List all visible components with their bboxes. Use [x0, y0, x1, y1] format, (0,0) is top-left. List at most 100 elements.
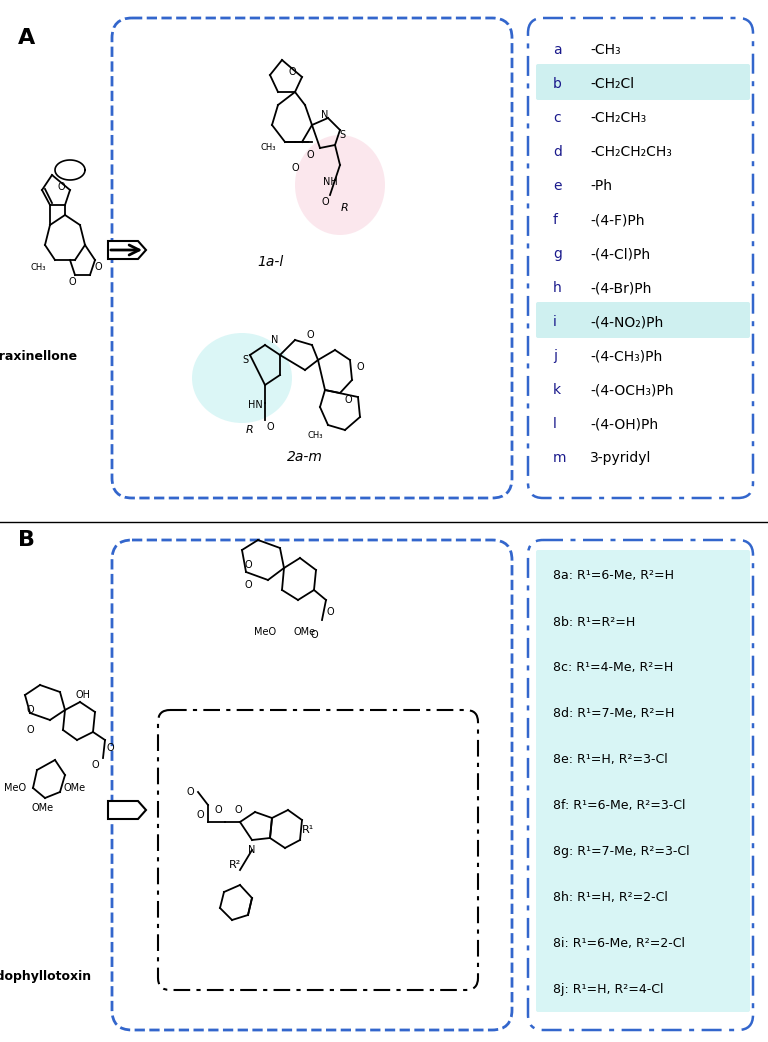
Text: O: O [106, 743, 114, 753]
Text: -(4-Cl)Ph: -(4-Cl)Ph [590, 247, 650, 260]
Text: O: O [291, 163, 299, 173]
FancyBboxPatch shape [536, 780, 750, 828]
FancyBboxPatch shape [536, 642, 750, 690]
Text: 8f: R¹=6-Me, R²=3-Cl: 8f: R¹=6-Me, R²=3-Cl [553, 799, 686, 813]
Text: O: O [186, 787, 194, 797]
Text: O: O [91, 760, 99, 770]
Text: 8e: R¹=H, R²=3-Cl: 8e: R¹=H, R²=3-Cl [553, 753, 667, 767]
Text: O: O [344, 395, 352, 405]
Text: O: O [310, 630, 318, 640]
Text: OMe: OMe [64, 783, 86, 793]
Text: -(4-NO₂)Ph: -(4-NO₂)Ph [590, 315, 664, 329]
Text: 8h: R¹=H, R²=2-Cl: 8h: R¹=H, R²=2-Cl [553, 892, 668, 904]
Text: -Ph: -Ph [590, 179, 612, 193]
Text: 8c: R¹=4-Me, R²=H: 8c: R¹=4-Me, R²=H [553, 662, 674, 674]
Text: MeO: MeO [4, 783, 26, 793]
Text: f: f [553, 213, 558, 227]
FancyArrow shape [108, 241, 146, 259]
FancyBboxPatch shape [536, 964, 750, 1012]
Text: O: O [306, 150, 314, 160]
Text: O: O [26, 725, 34, 735]
Text: 8a: R¹=6-Me, R²=H: 8a: R¹=6-Me, R²=H [553, 570, 674, 582]
Text: -(4-CH₃)Ph: -(4-CH₃)Ph [590, 349, 662, 363]
Text: O: O [68, 277, 76, 287]
Text: -(4-OH)Ph: -(4-OH)Ph [590, 417, 658, 431]
Text: R: R [246, 425, 254, 435]
FancyBboxPatch shape [536, 550, 750, 598]
Text: A: A [18, 28, 35, 48]
Text: S: S [242, 355, 248, 365]
Text: CH₃: CH₃ [30, 263, 46, 272]
Ellipse shape [295, 135, 385, 235]
Text: c: c [553, 111, 561, 125]
Text: R²: R² [229, 860, 241, 870]
Text: OMe: OMe [294, 627, 316, 637]
Text: 8j: R¹=H, R²=4-Cl: 8j: R¹=H, R²=4-Cl [553, 984, 664, 996]
Text: 8g: R¹=7-Me, R²=3-Cl: 8g: R¹=7-Me, R²=3-Cl [553, 845, 690, 859]
Text: O: O [356, 362, 364, 372]
FancyBboxPatch shape [536, 64, 750, 100]
Text: OMe: OMe [32, 803, 54, 813]
FancyBboxPatch shape [536, 918, 750, 966]
Text: MeO: MeO [254, 627, 276, 637]
Text: O: O [306, 330, 314, 340]
Text: j: j [553, 349, 557, 363]
Text: e: e [553, 179, 561, 193]
Text: O: O [94, 262, 102, 272]
Text: O: O [214, 805, 222, 815]
Text: R: R [341, 203, 349, 213]
FancyBboxPatch shape [536, 688, 750, 736]
Text: -CH₂Cl: -CH₂Cl [590, 77, 634, 91]
Text: i: i [553, 315, 557, 329]
Text: NH: NH [323, 177, 337, 187]
Text: d: d [553, 145, 562, 159]
Text: N: N [321, 110, 329, 120]
Text: N: N [248, 845, 256, 855]
Text: 1a-l: 1a-l [257, 255, 283, 269]
Text: O: O [196, 810, 204, 820]
FancyBboxPatch shape [536, 302, 750, 338]
FancyBboxPatch shape [536, 826, 750, 874]
Text: R¹: R¹ [302, 825, 314, 835]
Text: 3-pyridyl: 3-pyridyl [590, 451, 651, 465]
Text: O: O [57, 182, 65, 192]
Ellipse shape [192, 333, 292, 423]
FancyBboxPatch shape [536, 872, 750, 920]
FancyBboxPatch shape [536, 596, 750, 644]
Text: -CH₂CH₃: -CH₂CH₃ [590, 111, 646, 125]
Text: 8b: R¹=R²=H: 8b: R¹=R²=H [553, 616, 635, 628]
Text: O: O [244, 580, 252, 590]
Text: HN: HN [247, 400, 263, 410]
Text: -(4-Br)Ph: -(4-Br)Ph [590, 281, 651, 295]
Text: O: O [288, 67, 296, 77]
Text: -(4-F)Ph: -(4-F)Ph [590, 213, 644, 227]
Text: Podophyllotoxin: Podophyllotoxin [0, 970, 91, 983]
Text: h: h [553, 281, 561, 295]
Text: O: O [244, 560, 252, 570]
Text: b: b [553, 77, 562, 91]
Text: -CH₂CH₂CH₃: -CH₂CH₂CH₃ [590, 145, 672, 159]
Text: 8i: R¹=6-Me, R²=2-Cl: 8i: R¹=6-Me, R²=2-Cl [553, 938, 685, 950]
Text: g: g [553, 247, 562, 260]
Text: m: m [553, 451, 567, 465]
Text: -(4-OCH₃)Ph: -(4-OCH₃)Ph [590, 383, 674, 397]
Text: -CH₃: -CH₃ [590, 43, 621, 57]
Text: O: O [326, 607, 334, 617]
Text: O: O [234, 805, 242, 815]
Text: 8d: R¹=7-Me, R²=H: 8d: R¹=7-Me, R²=H [553, 708, 674, 720]
Text: OH: OH [75, 690, 91, 700]
Text: S: S [339, 130, 345, 140]
Text: O: O [321, 197, 329, 207]
Text: a: a [553, 43, 561, 57]
Text: k: k [553, 383, 561, 397]
Text: O: O [26, 705, 34, 715]
FancyBboxPatch shape [536, 734, 750, 782]
Text: Fraxinellone: Fraxinellone [0, 350, 78, 363]
FancyArrow shape [108, 801, 146, 819]
Text: CH₃: CH₃ [307, 430, 323, 440]
Text: 2a-m: 2a-m [287, 450, 323, 464]
Text: O: O [266, 422, 274, 432]
Text: l: l [553, 417, 557, 431]
Text: CH₃: CH₃ [260, 144, 276, 152]
Text: N: N [271, 334, 279, 345]
